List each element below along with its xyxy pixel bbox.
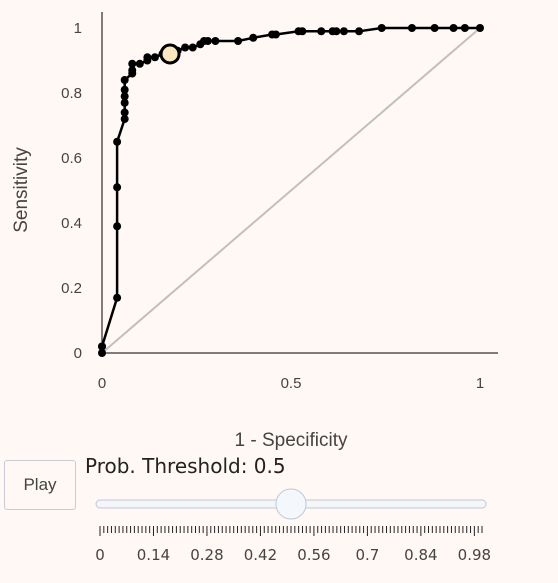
threshold-marker[interactable] [159,43,181,65]
threshold-slider[interactable]: 0 0.14 0.28 0.42 0.56 0.7 0.84 0.98 [80,480,500,570]
roc-point-8[interactable] [120,108,129,117]
roc-point-12[interactable] [120,76,129,84]
y-axis-title: Sensitivity [11,147,32,233]
y-tick-labels: 0 0.2 0.4 0.6 0.8 1 [61,20,82,362]
roc-point-15[interactable] [128,59,137,68]
roc-point-5[interactable] [113,183,122,192]
y-tick-label-5: 1 [74,20,82,37]
roc-point-39[interactable] [355,27,364,36]
slider-tick-label-5: 0.7 [355,546,379,564]
y-tick-label-0: 0 [74,345,82,362]
roc-point-2[interactable] [98,342,106,351]
slider-tick-label-0: 0 [95,546,105,564]
roc-point-14[interactable] [128,66,137,75]
roc-point-3[interactable] [113,293,122,302]
y-tick-label-2: 0.4 [61,215,82,232]
roc-point-40[interactable] [377,24,386,32]
roc-point-11[interactable] [120,85,129,94]
roc-point-27[interactable] [203,37,212,45]
roc-point-42[interactable] [430,24,439,32]
roc-point-38[interactable] [339,27,348,36]
slider-tick-label-2: 0.28 [190,546,223,564]
slider-tick-label-6: 0.84 [404,546,437,564]
play-button[interactable]: Play [4,460,76,510]
threshold-point[interactable] [159,43,181,65]
y-tick-label-1: 0.2 [61,280,82,297]
roc-point-29[interactable] [234,37,243,45]
roc-point-9[interactable] [120,98,129,107]
y-tick-label-4: 0.8 [61,85,82,102]
roc-point-37[interactable] [332,27,341,36]
roc-point-45[interactable] [476,24,484,32]
x-tick-label-0: 0 [98,375,106,392]
y-tick-label-3: 0.6 [61,150,82,167]
roc-point-0[interactable] [98,349,106,357]
x-tick-labels: 0 0.5 1 [98,375,484,392]
slider-handle[interactable] [275,488,307,520]
roc-point-7[interactable] [120,115,129,123]
roc-point-18[interactable] [143,53,152,62]
roc-point-28[interactable] [211,37,220,45]
roc-point-10[interactable] [120,92,129,101]
slider-tick-label-4: 0.56 [297,546,330,564]
roc-point-32[interactable] [271,30,280,39]
roc-point-30[interactable] [249,33,258,42]
roc-point-19[interactable] [150,53,159,62]
roc-point-41[interactable] [407,24,416,32]
roc-point-44[interactable] [460,24,469,32]
roc-chart: 0 0.5 1 00.20.40.60.81 1 - Specificity Sen… [11,12,498,451]
diagonal-reference-line [101,27,481,354]
slider-tick-labels: 0 0.14 0.28 0.42 0.56 0.7 0.84 0.98 [95,546,491,564]
slider-tick-label-1: 0.14 [137,546,170,564]
slider-ticks [99,526,483,536]
slider-tick-label-7: 0.98 [458,546,491,564]
series-layer [100,26,481,354]
roc-point-35[interactable] [317,27,326,36]
slider-label: Prob. Threshold: 0.5 [85,454,286,478]
roc-point-23[interactable] [181,43,190,52]
roc-point-43[interactable] [449,24,458,32]
roc-point-16[interactable] [135,59,144,68]
roc-point-6[interactable] [113,137,122,146]
roc-point-34[interactable] [298,27,307,36]
roc-point-24[interactable] [188,43,197,52]
roc-point-4[interactable] [113,222,122,231]
x-tick-label-1: 0.5 [281,375,302,392]
x-axis-title: 1 - Specificity [235,430,348,451]
x-tick-label-2: 1 [476,375,484,392]
slider-tick-label-3: 0.42 [244,546,277,564]
